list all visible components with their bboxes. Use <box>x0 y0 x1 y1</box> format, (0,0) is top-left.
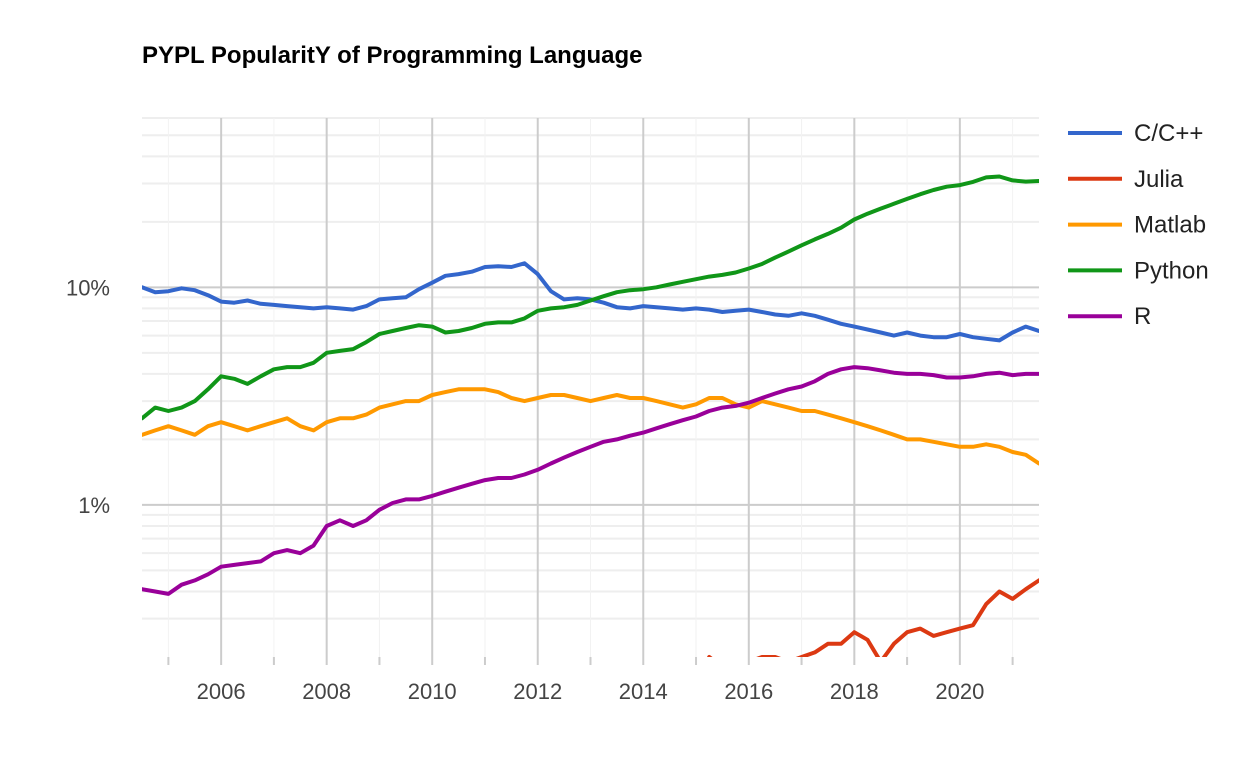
x-tick-label: 2018 <box>830 679 879 704</box>
series-lines <box>142 174 1039 657</box>
legend-label: R <box>1134 303 1151 330</box>
legend-label: C/C++ <box>1134 120 1203 147</box>
legend-item: Matlab <box>1068 212 1206 239</box>
x-tick-label: 2006 <box>197 679 246 704</box>
legend-label: Python <box>1134 257 1209 284</box>
legend-item: Julia <box>1068 166 1184 193</box>
chart-title: PYPL PopularitY of Programming Language <box>142 42 643 69</box>
x-axis: 2006 2008 2010 2012 2014 2016 2018 2020 <box>167 657 1014 704</box>
x-tick-label: 2012 <box>513 679 562 704</box>
series-line-r <box>142 365 1039 596</box>
series-line-matlab <box>142 387 1039 466</box>
x-tick-label: 2008 <box>302 679 351 704</box>
legend-label: Matlab <box>1134 212 1206 239</box>
legend: C/C++ Julia Matlab Python R <box>1068 120 1209 330</box>
x-tick-label: 2020 <box>935 679 984 704</box>
y-axis: 10% 1% <box>66 275 110 518</box>
y-tick-label: 10% <box>66 275 110 300</box>
x-tick-label: 2016 <box>724 679 773 704</box>
minor-gridlines <box>142 117 1039 657</box>
legend-item: C/C++ <box>1068 120 1203 147</box>
legend-item: Python <box>1068 257 1209 284</box>
x-tick-label: 2014 <box>619 679 668 704</box>
y-tick-label: 1% <box>78 493 110 518</box>
series-line-julia <box>707 578 1039 657</box>
x-tick-label: 2010 <box>408 679 457 704</box>
major-gridlines <box>142 118 1039 665</box>
legend-item: R <box>1068 303 1151 330</box>
series-line-python <box>142 174 1039 421</box>
legend-label: Julia <box>1134 166 1184 193</box>
